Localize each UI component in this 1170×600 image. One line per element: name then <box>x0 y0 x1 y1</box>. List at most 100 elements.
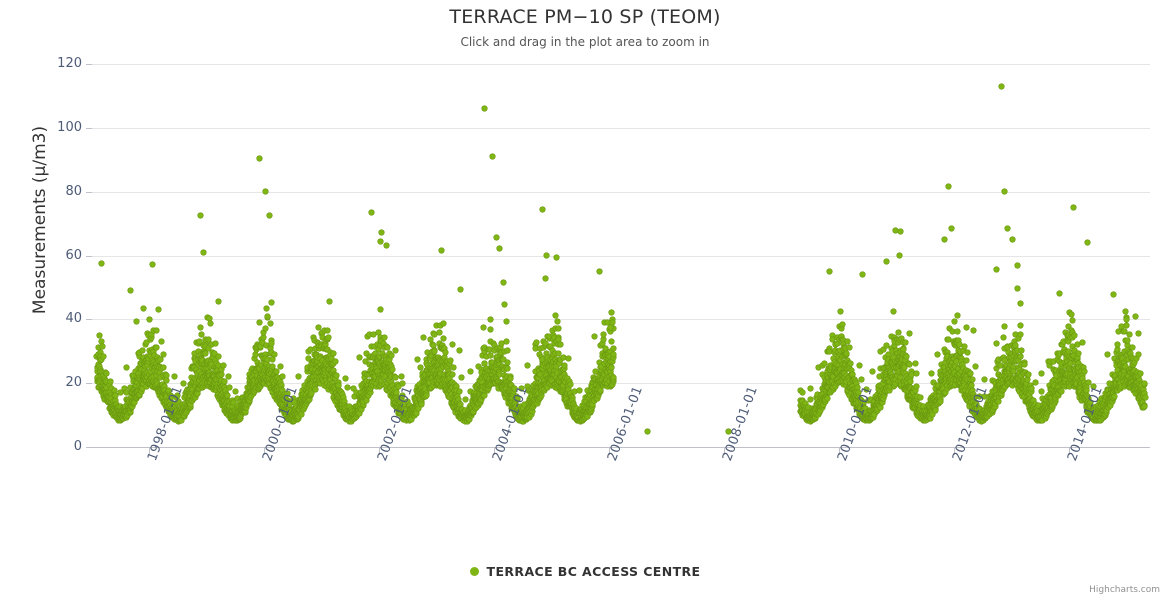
data-point[interactable] <box>189 387 195 393</box>
data-point[interactable] <box>197 352 203 358</box>
data-point[interactable] <box>970 377 976 383</box>
data-point[interactable] <box>147 317 153 323</box>
data-point[interactable] <box>104 385 110 391</box>
data-point[interactable] <box>136 354 142 360</box>
data-point[interactable] <box>891 309 897 315</box>
data-point[interactable] <box>209 350 215 356</box>
data-point[interactable] <box>970 327 976 333</box>
data-point[interactable] <box>487 326 493 332</box>
data-point[interactable] <box>113 392 119 398</box>
data-point[interactable] <box>139 385 145 391</box>
data-point[interactable] <box>1032 379 1038 385</box>
data-point[interactable] <box>223 388 229 394</box>
data-point[interactable] <box>152 367 158 373</box>
data-point[interactable] <box>848 360 854 366</box>
data-point[interactable] <box>381 335 387 341</box>
data-point[interactable] <box>159 393 165 399</box>
data-point[interactable] <box>557 342 563 348</box>
data-point[interactable] <box>188 384 194 390</box>
data-point[interactable] <box>154 380 160 386</box>
data-point[interactable] <box>142 367 148 373</box>
data-point[interactable] <box>448 358 454 364</box>
data-point[interactable] <box>132 399 138 405</box>
data-point[interactable] <box>100 353 106 359</box>
data-point[interactable] <box>918 394 924 400</box>
data-point[interactable] <box>131 378 137 384</box>
data-point[interactable] <box>457 348 462 354</box>
data-point[interactable] <box>591 334 597 340</box>
data-point[interactable] <box>159 339 165 345</box>
data-point[interactable] <box>1010 237 1016 243</box>
data-point[interactable] <box>333 359 339 365</box>
data-point[interactable] <box>488 352 494 358</box>
data-point[interactable] <box>343 376 349 382</box>
data-point[interactable] <box>934 351 940 357</box>
data-point[interactable] <box>163 373 169 379</box>
data-point[interactable] <box>108 389 114 395</box>
data-point[interactable] <box>172 403 178 409</box>
data-point[interactable] <box>577 387 583 393</box>
data-point[interactable] <box>870 369 876 375</box>
data-point[interactable] <box>1015 286 1021 292</box>
data-point[interactable] <box>450 365 456 371</box>
data-point[interactable] <box>384 344 390 350</box>
data-point[interactable] <box>214 388 220 394</box>
data-point[interactable] <box>161 351 167 357</box>
data-point[interactable] <box>928 370 934 376</box>
data-point[interactable] <box>906 362 912 368</box>
data-point[interactable] <box>1012 342 1018 348</box>
data-point[interactable] <box>253 351 259 357</box>
data-point[interactable] <box>608 309 614 315</box>
data-point[interactable] <box>112 397 118 403</box>
data-point[interactable] <box>188 401 194 407</box>
data-point[interactable] <box>97 363 103 369</box>
data-point[interactable] <box>534 340 540 346</box>
data-point[interactable] <box>155 354 161 360</box>
data-point[interactable] <box>150 348 156 354</box>
data-point[interactable] <box>195 390 201 396</box>
data-point[interactable] <box>213 341 219 347</box>
data-point[interactable] <box>326 334 332 340</box>
data-point[interactable] <box>571 389 577 395</box>
data-point[interactable] <box>134 383 140 389</box>
data-point[interactable] <box>504 338 510 344</box>
data-point[interactable] <box>263 326 269 332</box>
data-point[interactable] <box>568 381 574 387</box>
data-point[interactable] <box>503 318 509 324</box>
data-point[interactable] <box>1016 336 1022 342</box>
data-point[interactable] <box>158 366 164 372</box>
data-point[interactable] <box>556 325 562 331</box>
data-point[interactable] <box>486 347 492 353</box>
data-point[interactable] <box>415 357 421 363</box>
data-point[interactable] <box>141 306 147 312</box>
data-point[interactable] <box>148 368 154 374</box>
data-point[interactable] <box>164 378 170 384</box>
data-point[interactable] <box>844 338 850 344</box>
data-point[interactable] <box>859 377 865 383</box>
data-point[interactable] <box>1001 335 1007 341</box>
data-point[interactable] <box>140 381 146 387</box>
data-point[interactable] <box>1018 331 1024 337</box>
data-point[interactable] <box>994 341 1000 347</box>
data-point[interactable] <box>296 373 302 379</box>
data-point[interactable] <box>441 320 447 326</box>
data-point[interactable] <box>416 406 422 412</box>
data-point[interactable] <box>128 394 134 400</box>
data-point[interactable] <box>145 359 151 365</box>
data-point[interactable] <box>345 384 351 390</box>
data-point[interactable] <box>256 320 262 326</box>
data-point[interactable] <box>278 364 284 370</box>
data-point[interactable] <box>313 387 319 393</box>
data-point[interactable] <box>260 335 266 341</box>
data-point[interactable] <box>598 388 604 394</box>
data-point[interactable] <box>1015 262 1021 268</box>
data-point[interactable] <box>462 396 468 402</box>
data-point[interactable] <box>246 371 252 377</box>
data-point[interactable] <box>153 328 159 334</box>
data-point[interactable] <box>877 404 883 410</box>
data-point[interactable] <box>609 365 615 371</box>
data-point[interactable] <box>207 372 213 378</box>
data-point[interactable] <box>94 369 100 375</box>
data-point[interactable] <box>229 403 235 409</box>
data-point[interactable] <box>154 372 160 378</box>
